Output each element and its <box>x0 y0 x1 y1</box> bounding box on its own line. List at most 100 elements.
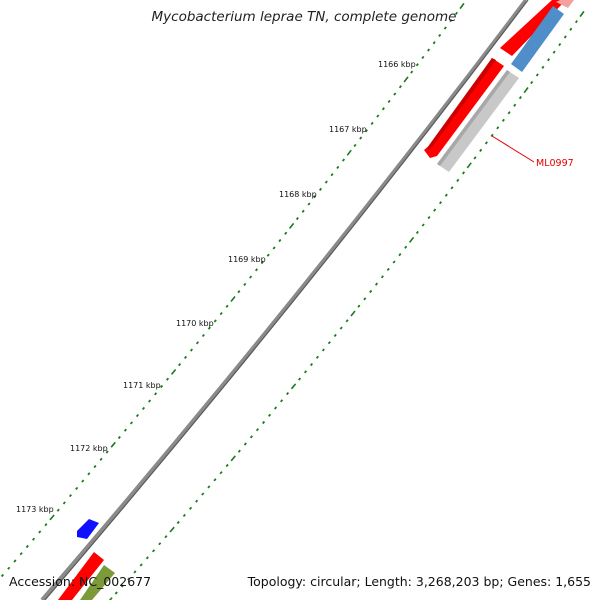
inner-tick-mark <box>189 506 193 510</box>
cds-reverse-pink[interactable] <box>556 0 574 8</box>
inner-tick-mark <box>290 383 297 390</box>
inner-tick-mark <box>569 27 573 31</box>
outer-tick-mark <box>170 368 177 375</box>
outer-tick-mark <box>346 149 352 156</box>
outer-tick-mark <box>183 355 188 359</box>
outer-tick-mark <box>364 129 368 133</box>
inner-tick-mark <box>230 455 236 462</box>
inner-tick-mark <box>114 591 118 595</box>
outer-tick-mark <box>166 377 170 381</box>
inner-tick-mark <box>152 549 156 553</box>
cds-reverse-blue[interactable] <box>511 6 564 72</box>
tick-label-1169: 1169 kbp <box>228 255 266 264</box>
inner-tick-mark <box>345 319 349 323</box>
inner-tick-mark <box>145 556 149 560</box>
inner-tick-mark <box>450 186 454 190</box>
outer-tick-mark <box>129 421 133 425</box>
inner-tick-mark <box>415 230 419 235</box>
outer-tick-mark <box>32 537 36 541</box>
inner-tick-mark <box>374 282 379 286</box>
inner-tick-mark <box>298 377 302 381</box>
inner-tick-mark <box>333 333 337 337</box>
outer-tick-marks <box>0 2 465 578</box>
inner-tick-mark <box>327 341 331 345</box>
genome-backbone <box>40 0 528 600</box>
tick-label-1171: 1171 kbp <box>123 381 161 390</box>
outer-tick-mark <box>307 202 311 206</box>
outer-tick-mark <box>230 296 236 302</box>
inner-tick-mark <box>552 50 556 54</box>
accession-text: Accession: NC_002677 <box>9 574 152 589</box>
tick-label-1166: 1166 kbp <box>378 60 416 69</box>
outer-tick-mark <box>105 450 109 454</box>
inner-tick-mark <box>461 171 466 175</box>
inner-tick-mark <box>523 87 529 94</box>
inner-tick-mark <box>321 348 325 352</box>
inner-tick-mark <box>262 420 266 425</box>
tick-label-1170: 1170 kbp <box>176 319 214 328</box>
outer-tick-mark <box>56 508 60 512</box>
outer-tick-mark <box>25 544 29 549</box>
inner-tick-mark <box>268 413 272 417</box>
outer-tick-mark <box>421 55 425 60</box>
inner-tick-mark <box>286 392 290 396</box>
inner-tick-mark <box>303 370 308 374</box>
outer-tick-mark <box>301 209 305 213</box>
outer-tick-mark <box>324 180 328 184</box>
inner-tick-mark <box>164 535 168 539</box>
outer-tick-mark <box>318 187 323 191</box>
cds-reverse-olive[interactable] <box>80 565 115 600</box>
inner-tick-mark <box>433 208 437 212</box>
outer-tick-mark <box>336 165 340 169</box>
outer-tick-mark <box>81 479 85 483</box>
inner-tick-mark <box>357 304 361 308</box>
outer-tick-mark <box>266 253 270 257</box>
inner-tick-mark <box>421 223 425 227</box>
gene-label-ml0997[interactable]: ML0997 <box>536 158 574 169</box>
genome-backbone-inner <box>44 0 529 600</box>
outer-tick-mark <box>195 341 199 345</box>
inner-tick-mark <box>541 65 545 69</box>
outer-tick-mark <box>376 114 380 118</box>
outer-tick-mark <box>410 70 414 74</box>
outer-tick-mark <box>438 33 442 37</box>
inner-tick-mark <box>280 399 284 403</box>
inner-tick-mark <box>139 563 143 567</box>
cds-forward-red[interactable] <box>424 58 504 158</box>
inner-tick-mark <box>249 435 253 439</box>
outer-tick-mark <box>398 85 402 89</box>
outer-tick-mark <box>19 552 23 556</box>
outer-tick-mark <box>254 268 259 272</box>
cds-forward-red-bottom[interactable] <box>58 552 104 600</box>
cds-reverse-gray[interactable] <box>437 70 519 172</box>
inner-tick-mark <box>108 597 113 600</box>
outer-tick-mark <box>87 472 91 476</box>
inner-tick-mark <box>207 485 211 489</box>
inner-tick-mark <box>213 478 217 482</box>
inner-tick-mark <box>501 118 505 122</box>
outer-tick-mark <box>272 246 276 250</box>
outer-tick-mark <box>313 195 317 199</box>
inner-tick-mark <box>133 570 137 574</box>
cds-forward-darkblue[interactable] <box>77 519 99 539</box>
inner-tick-mark <box>490 133 494 137</box>
outer-tick-mark <box>7 566 11 570</box>
outer-tick-mark <box>178 363 182 367</box>
inner-tick-mark <box>380 275 384 279</box>
outer-tick-mark <box>381 107 385 111</box>
outer-tick-mark <box>237 290 241 294</box>
outer-tick-mark <box>284 231 288 235</box>
outer-tick-mark <box>295 217 299 221</box>
inner-tick-mark <box>444 193 448 197</box>
gene-label-connector <box>491 135 535 163</box>
outer-tick-mark <box>243 282 247 286</box>
outer-tick-mark <box>387 99 391 104</box>
outer-tick-mark <box>359 136 363 140</box>
inner-tick-mark <box>507 111 511 115</box>
outer-tick-mark <box>454 11 458 15</box>
outer-tick-mark <box>135 414 139 418</box>
inner-tick-mark <box>182 513 186 517</box>
outer-tick-mark <box>110 441 116 448</box>
inner-tick-mark <box>518 96 522 100</box>
